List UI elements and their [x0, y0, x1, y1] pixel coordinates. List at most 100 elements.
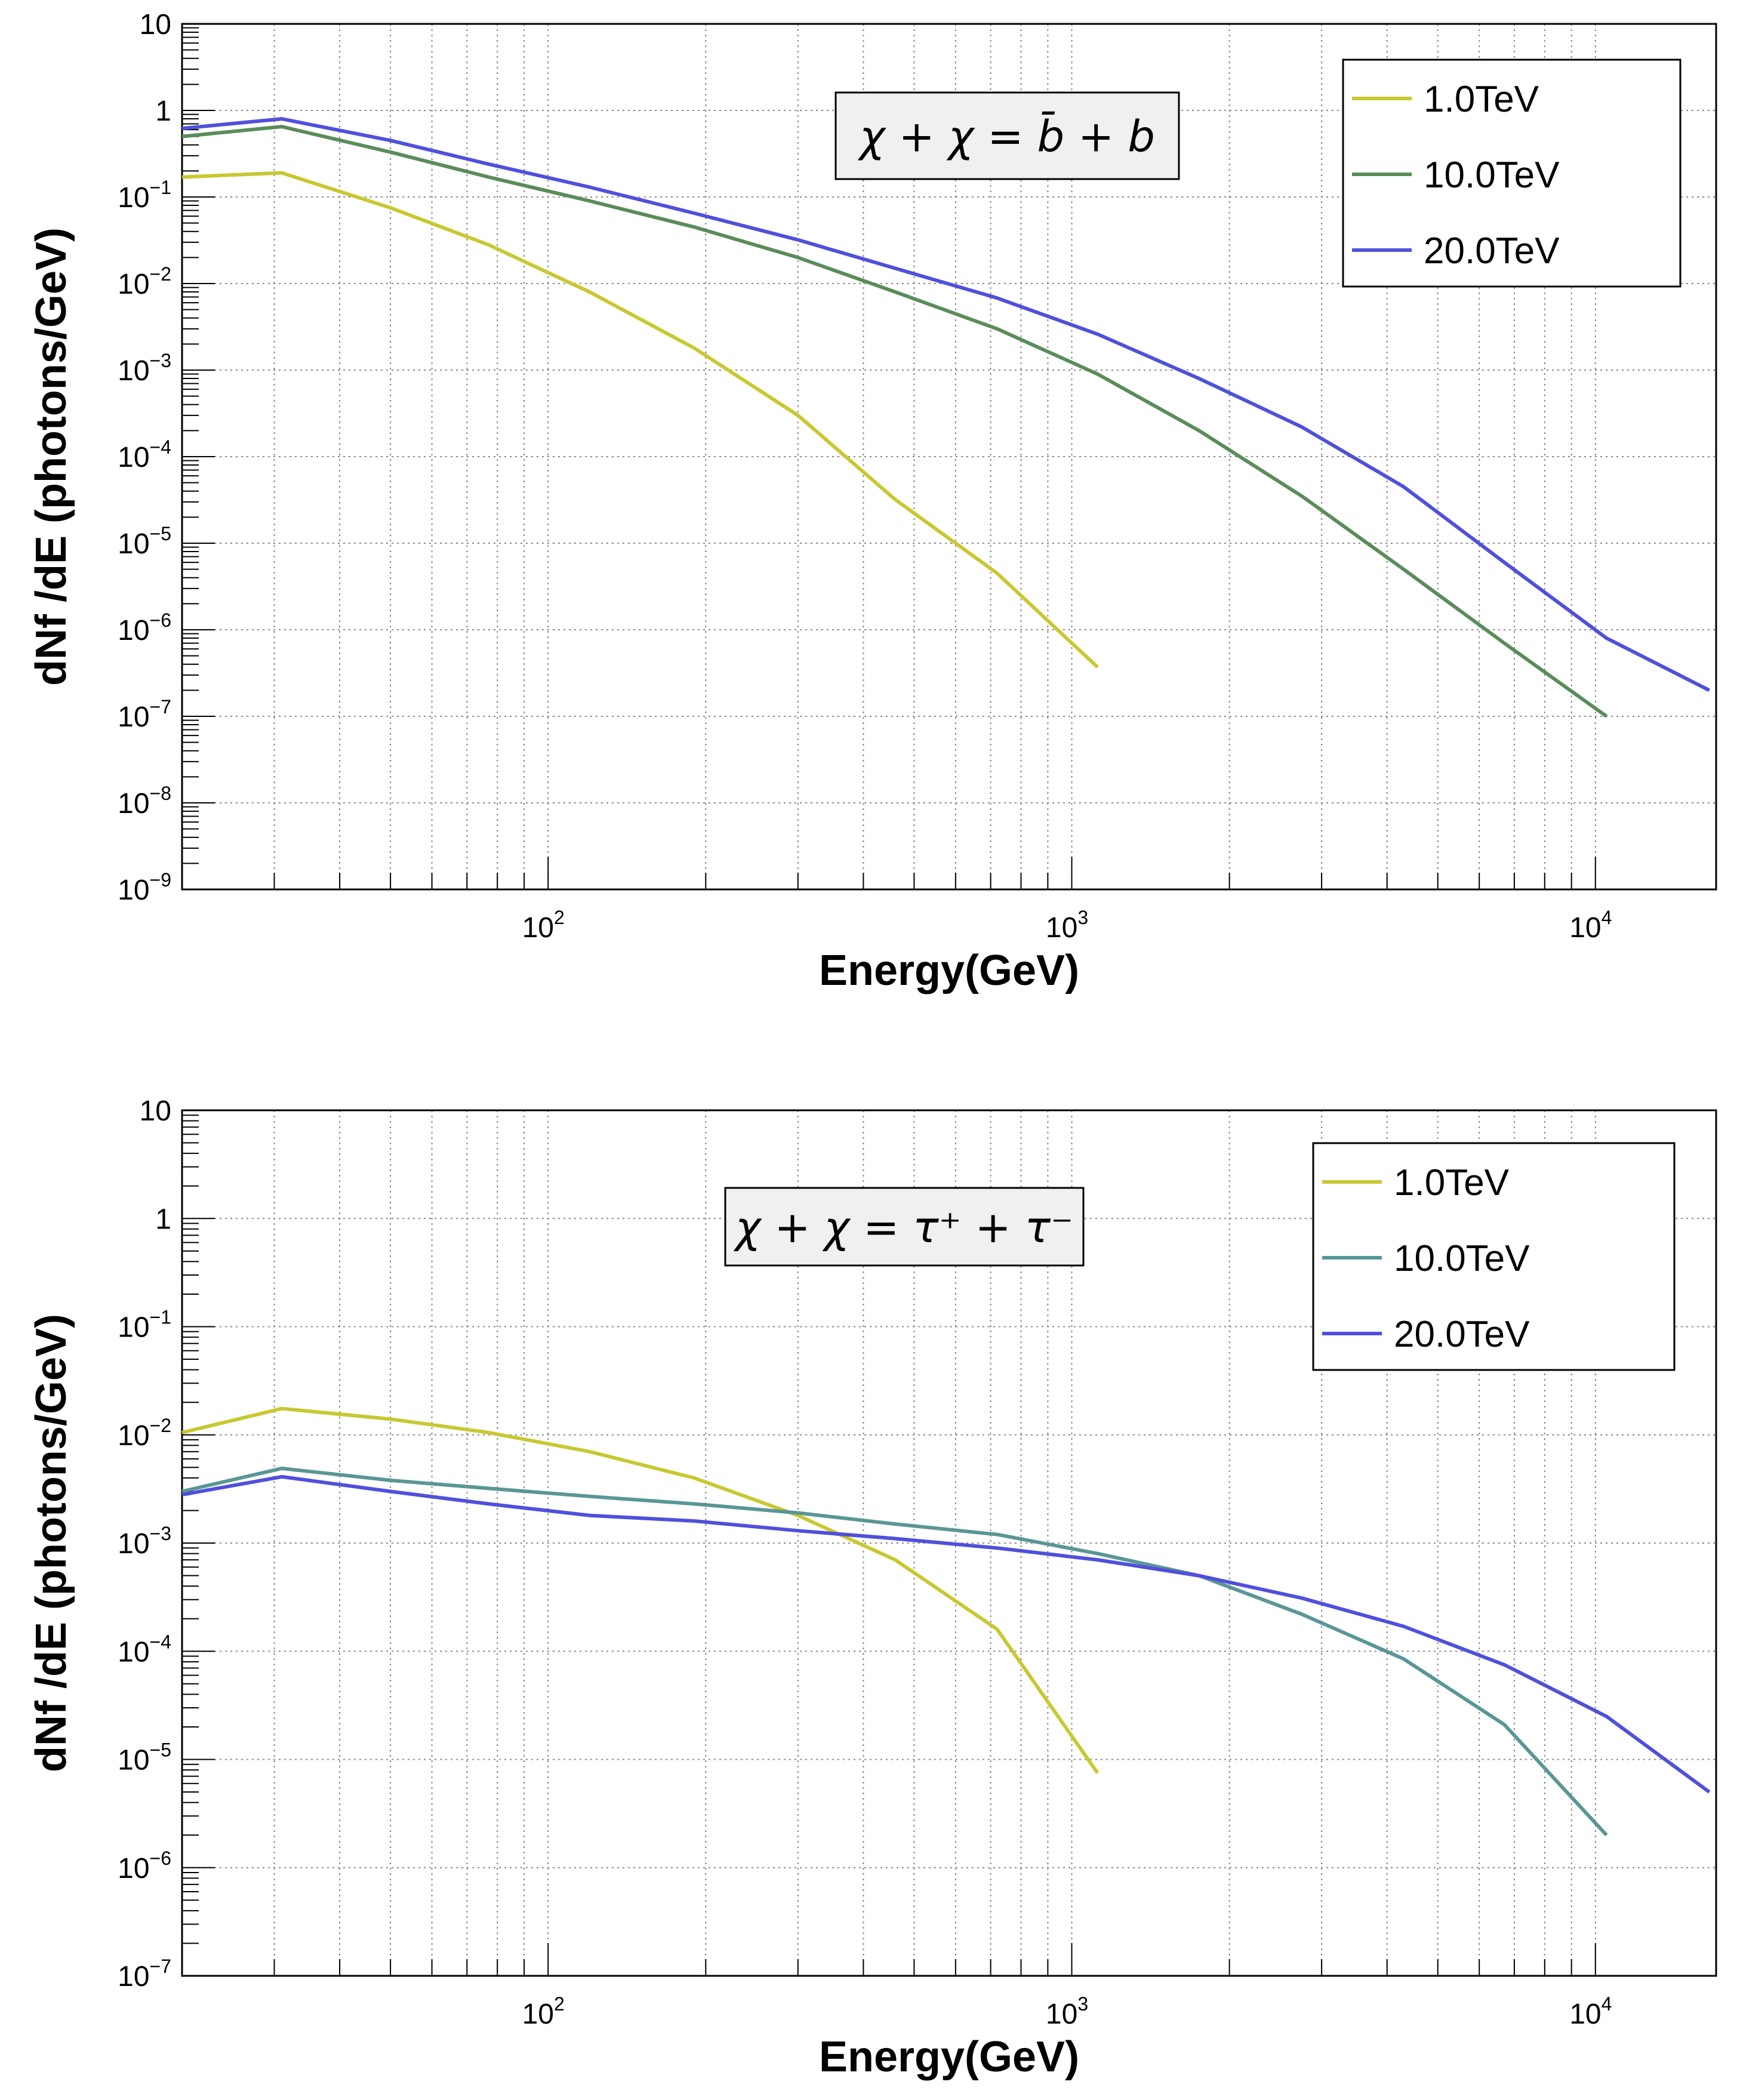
y-tick-label: 10: [140, 9, 171, 41]
y-tick-label: 10−3: [118, 1523, 171, 1560]
y-tick-label: 10−8: [118, 783, 171, 820]
y-tick-exponent: −6: [150, 609, 171, 631]
reaction-label: χ + χ = τ⁺ + τ⁻: [724, 1187, 1085, 1267]
axis-ticks: [181, 23, 1596, 890]
y-axis-title: dNf /dE (photons/GeV): [27, 1314, 75, 1772]
y-tick-label: 10−5: [118, 523, 171, 560]
y-tick-mantissa: 10: [118, 1312, 149, 1344]
y-tick-exponent: −4: [150, 436, 171, 458]
reaction-label-text: χ + χ = b̄ + b: [857, 111, 1155, 161]
legend-label: 10.0TeV: [1424, 155, 1560, 196]
x-tick-mantissa: 10: [522, 1999, 554, 2030]
y-tick-mantissa: 10: [118, 355, 149, 387]
y-tick-mantissa: 1: [155, 96, 171, 127]
legend-label: 20.0TeV: [1394, 1314, 1530, 1355]
x-tick-label: 103: [1046, 907, 1088, 944]
legend-label: 10.0TeV: [1394, 1238, 1530, 1279]
y-tick-label: 1: [155, 1203, 171, 1235]
y-tick-mantissa: 10: [118, 1961, 149, 1993]
y-tick-mantissa: 10: [140, 1095, 171, 1127]
x-axis-title: Energy(GeV): [819, 947, 1079, 994]
plot-frame: [181, 1109, 1717, 1977]
y-tick-label: 10−7: [118, 696, 171, 733]
y-tick-mantissa: 10: [118, 1528, 149, 1560]
x-tick-mantissa: 10: [1046, 912, 1077, 944]
legend-label: 1.0TeV: [1394, 1162, 1510, 1203]
legend-label: 20.0TeV: [1424, 230, 1560, 272]
y-tick-label: 10−4: [118, 436, 171, 473]
series-line-20.0TeV: [181, 1474, 1711, 1794]
y-tick-exponent: −7: [150, 696, 171, 718]
grid: [182, 24, 1716, 889]
y-tick-label: 10−6: [118, 1847, 171, 1885]
y-tick-exponent: −7: [150, 1956, 171, 1977]
y-tick-mantissa: 10: [118, 442, 149, 473]
x-tick-label: 102: [522, 907, 565, 944]
y-tick-exponent: −1: [150, 177, 171, 198]
y-tick-mantissa: 10: [118, 615, 149, 646]
legend: 1.0TeV 10.0TeV 20.0TeV: [1312, 1142, 1676, 1371]
reaction-label-box: [834, 91, 1180, 180]
y-tick-mantissa: 10: [140, 9, 171, 41]
y-tick-label: 10−1: [118, 177, 171, 214]
x-tick-label: 102: [522, 1993, 565, 2030]
grid: [182, 1110, 1716, 1976]
x-tick-mantissa: 10: [1046, 1999, 1077, 2030]
chart-1: 10110−110−210−310−410−510−610−710−810−91…: [27, 9, 1717, 994]
reaction-label: χ + χ = b̄ + b: [834, 91, 1180, 180]
y-tick-mantissa: 10: [118, 701, 149, 733]
y-tick-exponent: −5: [150, 523, 171, 544]
y-tick-label: 10: [140, 1095, 171, 1127]
y-tick-exponent: −4: [150, 1631, 171, 1652]
x-tick-exponent: 2: [554, 1993, 565, 2015]
x-tick-exponent: 4: [1602, 1993, 1612, 2015]
y-tick-label: 10−6: [118, 609, 171, 646]
y-tick-label: 10−2: [118, 1415, 171, 1452]
series-line-20.0TeV: [181, 117, 1710, 692]
x-tick-mantissa: 10: [1569, 912, 1601, 944]
x-tick-mantissa: 10: [522, 912, 554, 944]
y-tick-label: 10−3: [118, 350, 171, 387]
x-axis-title: Energy(GeV): [819, 2033, 1079, 2081]
x-tick-exponent: 2: [554, 907, 565, 928]
y-axis-title: dNf /dE (photons/GeV): [27, 227, 75, 686]
series-line-1.0TeV: [181, 171, 1099, 669]
y-tick-exponent: −2: [150, 1415, 171, 1436]
y-tick-label: 10−1: [118, 1307, 171, 1344]
y-tick-label: 10−4: [118, 1631, 171, 1668]
y-tick-mantissa: 10: [118, 182, 149, 214]
x-tick-label: 103: [1046, 1993, 1088, 2030]
y-tick-exponent: −3: [150, 350, 171, 371]
y-tick-mantissa: 10: [118, 788, 149, 820]
legend: 1.0TeV 10.0TeV 20.0TeV: [1342, 58, 1682, 288]
y-tick-mantissa: 10: [118, 269, 149, 300]
y-tick-label: 10−5: [118, 1739, 171, 1776]
y-tick-exponent: −6: [150, 1847, 171, 1869]
y-tick-label: 10−7: [118, 1956, 171, 1993]
series-line-10.0TeV: [181, 1466, 1608, 1837]
x-tick-exponent: 4: [1602, 907, 1612, 928]
y-tick-exponent: −8: [150, 783, 171, 804]
y-tick-mantissa: 10: [118, 1420, 149, 1452]
x-tick-label: 104: [1569, 1993, 1612, 2030]
y-tick-mantissa: 1: [155, 1203, 171, 1235]
y-tick-exponent: −2: [150, 263, 171, 285]
series-line-10.0TeV: [181, 125, 1608, 718]
reaction-label-text: χ + χ = τ⁺ + τ⁻: [733, 1202, 1073, 1252]
y-tick-label: 10−2: [118, 263, 171, 300]
legend-label: 1.0TeV: [1424, 79, 1539, 120]
y-tick-mantissa: 10: [118, 875, 149, 906]
x-tick-exponent: 3: [1077, 907, 1088, 928]
x-tick-label: 104: [1569, 907, 1612, 944]
y-tick-exponent: −9: [150, 869, 171, 891]
y-tick-exponent: −3: [150, 1523, 171, 1544]
y-tick-label: 10−9: [118, 869, 171, 906]
y-tick-mantissa: 10: [118, 1636, 149, 1668]
y-tick-mantissa: 10: [118, 1745, 149, 1776]
y-tick-exponent: −1: [150, 1307, 171, 1328]
y-tick-mantissa: 10: [118, 528, 149, 560]
series-line-1.0TeV: [181, 1406, 1100, 1774]
